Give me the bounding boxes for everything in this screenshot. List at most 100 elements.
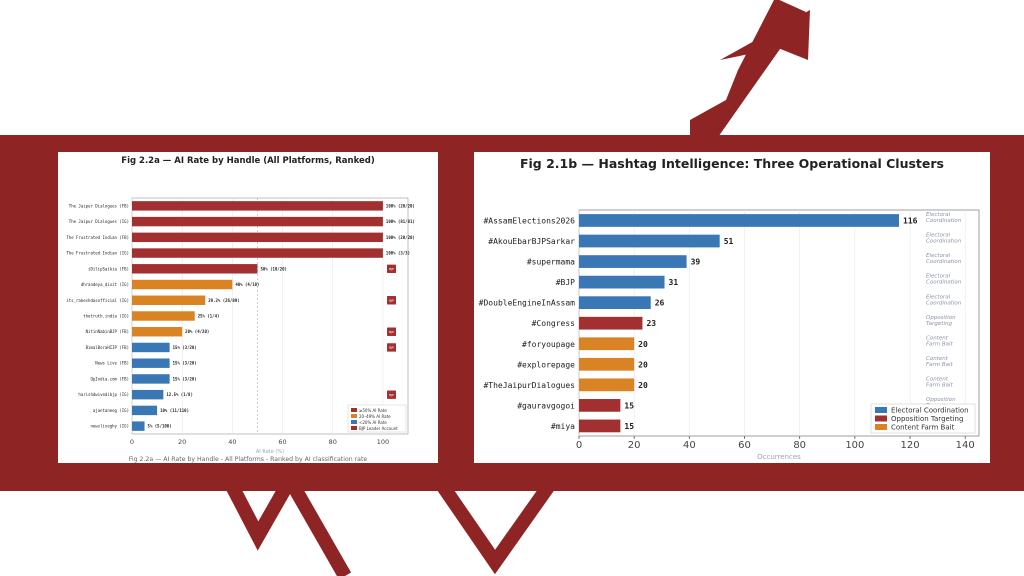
y-tick-label: #supermama — [527, 258, 575, 267]
cluster-annotation: Electoral Coordination — [926, 274, 962, 286]
data-label: 26 — [655, 299, 665, 308]
y-tick-label: newsliveghy (IG) — [90, 424, 129, 429]
bar — [579, 399, 621, 412]
x-tick-label: 80 — [329, 438, 337, 446]
legend — [347, 404, 407, 433]
cluster-annotation-line: Electoral — [926, 294, 951, 300]
bar — [132, 327, 183, 337]
legend-label: Electoral Coordination — [891, 407, 969, 415]
legend-label: 20–49% AI Rate — [359, 414, 391, 419]
bjp-badge-label: BJP — [389, 346, 394, 350]
x-tick-label: 40 — [228, 438, 236, 446]
data-label: 15% (3/20) — [173, 361, 197, 366]
bar — [132, 264, 258, 274]
chart-panel-ai-rate: Fig 2.2a — AI Rate by Handle (All Platfo… — [58, 152, 438, 463]
data-label: 12.5% (1/8) — [166, 392, 193, 397]
bar — [132, 279, 233, 290]
bar — [132, 374, 170, 384]
y-tick-label: OpIndia.com (FB) — [90, 376, 129, 381]
y-tick-label: #explorepage — [517, 360, 575, 369]
y-tick-label: its_rakeshdasofficial (IG) — [66, 298, 129, 303]
bar — [132, 248, 383, 258]
legend — [870, 403, 976, 434]
data-label: 15 — [624, 401, 634, 410]
bar — [132, 216, 383, 227]
bjp-badge — [387, 390, 396, 399]
data-label: 116 — [903, 216, 918, 225]
bar — [132, 421, 145, 431]
cluster-annotation-line: Opposition — [926, 315, 956, 321]
cluster-annotation-line: Farm Bait — [926, 362, 954, 368]
bjp-badge-label: BJP — [389, 393, 394, 397]
x-tick-label: 80 — [793, 440, 806, 451]
legend-label: ≥50% AI Rate — [359, 408, 387, 413]
bjp-badge-label: BJP — [389, 330, 394, 334]
bar — [132, 358, 170, 368]
y-tick-label: #AssamElections2026 — [483, 216, 575, 225]
bar — [132, 405, 158, 416]
y-tick-label: thetruth.india (IG) — [83, 314, 129, 319]
data-label: 15 — [624, 422, 634, 431]
y-tick-label: #foryoupage — [522, 340, 575, 349]
cluster-annotation: Content Farm Bait — [926, 376, 954, 388]
cluster-annotation: Electoral Coordination — [926, 294, 962, 306]
cluster-annotation-line: Coordination — [926, 239, 962, 245]
bar — [132, 201, 383, 211]
y-tick-label: ajantaneog (IG) — [93, 408, 129, 413]
y-tick-label: The Jaipur Dialogues (FB) — [69, 203, 129, 208]
data-label: 20 — [638, 381, 648, 390]
data-label: 5% (5/100) — [148, 424, 172, 429]
data-label: 51 — [724, 237, 734, 246]
cluster-annotation-line: Content — [926, 356, 949, 362]
x-tick-label: 60 — [738, 440, 751, 451]
y-tick-label: The Frustrated Indian (FB) — [66, 235, 129, 240]
y-tick-label: NitinNabinBJP (FB) — [86, 329, 129, 334]
bar — [579, 316, 643, 330]
cluster-annotation-line: Farm Bait — [926, 341, 954, 347]
legend-label: BJP Leader Account — [359, 426, 398, 431]
legend-swatch — [875, 424, 887, 430]
arrow-head-decoration — [720, 10, 810, 60]
y-tick-label: harishdwivedibjp (IG) — [78, 392, 129, 397]
cluster-annotation: Content Farm Bait — [926, 356, 954, 368]
x-tick-label: 120 — [900, 440, 919, 451]
bjp-badge — [387, 264, 396, 274]
data-label: 15% (3/20) — [173, 345, 197, 350]
cluster-annotation-line: Electoral — [926, 212, 951, 218]
figure-caption: Fig 2.2a — AI Rate by Handle - All Platf… — [129, 456, 368, 463]
x-tick-label: 60 — [278, 438, 286, 446]
zigzag-line-right — [434, 465, 566, 575]
y-tick-label: BimalBoraHIIP (FB) — [86, 345, 129, 350]
data-label: 39 — [691, 258, 701, 267]
y-tick-label: News Live (FB) — [95, 361, 129, 366]
bar — [579, 214, 899, 227]
cluster-annotation: Electoral Coordination — [926, 212, 962, 224]
bar — [579, 234, 720, 248]
legend-swatch — [875, 415, 887, 422]
bar — [579, 337, 635, 351]
bar — [579, 255, 687, 268]
cluster-annotation-line: Coordination — [926, 280, 962, 286]
bar — [132, 389, 164, 400]
bar — [132, 295, 206, 305]
data-label: 31 — [669, 278, 679, 287]
bar — [132, 232, 383, 243]
bar — [579, 296, 651, 310]
cluster-annotation-line: Electoral — [926, 233, 951, 239]
legend-label: Opposition Targeting — [891, 415, 963, 423]
y-tick-label: #Congress — [532, 319, 576, 328]
data-label: 100% (20/20) — [386, 203, 415, 208]
x-axis-title: AI Rate (%) — [256, 449, 284, 455]
x-tick-label: 0 — [130, 438, 134, 446]
data-label: 20% (4/20) — [185, 329, 209, 334]
cluster-annotation: Electoral Coordination — [926, 233, 962, 245]
plot-area: 0 20 40 60 80 100 120 140 Occurrences #AssamElect… — [479, 209, 980, 461]
data-label: 15% (3/20) — [173, 376, 197, 381]
bar — [132, 342, 170, 353]
y-tick-label: dhrandeya_dixit (IG) — [81, 282, 129, 287]
data-label: 25% (1/4) — [198, 314, 220, 319]
bjp-badge — [387, 327, 396, 336]
y-tick-label: #miya — [551, 422, 575, 431]
y-tick-label: #TheJaipurDialogues — [483, 381, 575, 390]
